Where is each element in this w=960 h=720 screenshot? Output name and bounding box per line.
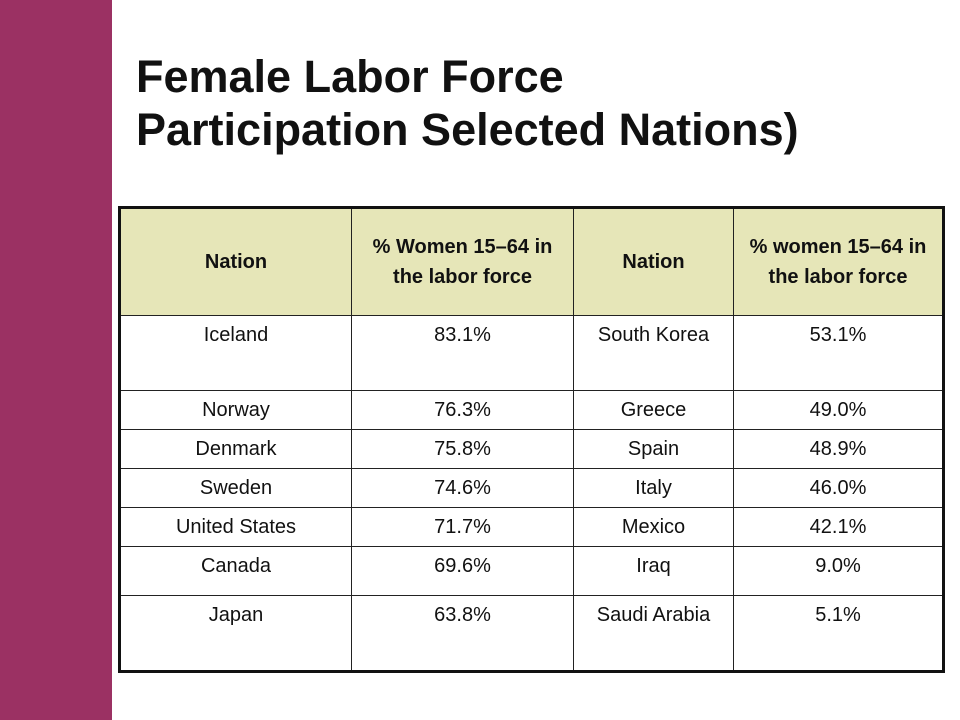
table-cell: Sweden: [119, 468, 352, 508]
table-cell: 76.3%: [351, 390, 574, 430]
table-row: United States 71.7% Mexico 42.1%: [119, 507, 944, 547]
table-cell: 46.0%: [733, 468, 944, 508]
table-cell: 42.1%: [733, 507, 944, 547]
table-cell: Iceland: [119, 315, 352, 391]
header-nation-left: Nation: [119, 207, 352, 316]
table-header-row: Nation % Women 15–64 in the labor force …: [119, 207, 944, 316]
table-cell: Norway: [119, 390, 352, 430]
table-cell: Denmark: [119, 429, 352, 469]
slide-title: Female Labor Force Participation Selecte…: [136, 50, 936, 156]
table-cell: Spain: [573, 429, 734, 469]
accent-sidebar: [0, 0, 112, 720]
table-cell: 5.1%: [733, 595, 944, 672]
slide-title-line-1: Female Labor Force: [136, 51, 564, 102]
table-row: Sweden 74.6% Italy 46.0%: [119, 468, 944, 508]
table-cell: Saudi Arabia: [573, 595, 734, 672]
table-cell: 9.0%: [733, 546, 944, 596]
table-cell: 63.8%: [351, 595, 574, 672]
header-percent-left: % Women 15–64 in the labor force: [351, 207, 574, 316]
labor-force-table: Nation % Women 15–64 in the labor force …: [118, 206, 945, 673]
table-cell: Canada: [119, 546, 352, 596]
table-cell: 53.1%: [733, 315, 944, 391]
header-nation-right: Nation: [573, 207, 734, 316]
header-percent-right: % women 15–64 in the labor force: [733, 207, 944, 316]
table-cell: Iraq: [573, 546, 734, 596]
table-cell: 49.0%: [733, 390, 944, 430]
table-cell: 48.9%: [733, 429, 944, 469]
table-cell: Greece: [573, 390, 734, 430]
table-cell: 71.7%: [351, 507, 574, 547]
table-cell: United States: [119, 507, 352, 547]
table-row: Norway 76.3% Greece 49.0%: [119, 390, 944, 430]
table-cell: 69.6%: [351, 546, 574, 596]
table-row: Iceland 83.1% South Korea 53.1%: [119, 315, 944, 391]
table-cell: Japan: [119, 595, 352, 672]
table-cell: South Korea: [573, 315, 734, 391]
table-cell: 74.6%: [351, 468, 574, 508]
table-cell: 75.8%: [351, 429, 574, 469]
table-row: Denmark 75.8% Spain 48.9%: [119, 429, 944, 469]
table-cell: Mexico: [573, 507, 734, 547]
table-cell: 83.1%: [351, 315, 574, 391]
table-row: Canada 69.6% Iraq 9.0%: [119, 546, 944, 596]
slide-title-line-2: Participation Selected Nations): [136, 104, 799, 155]
table-cell: Italy: [573, 468, 734, 508]
table-row: Japan 63.8% Saudi Arabia 5.1%: [119, 595, 944, 672]
